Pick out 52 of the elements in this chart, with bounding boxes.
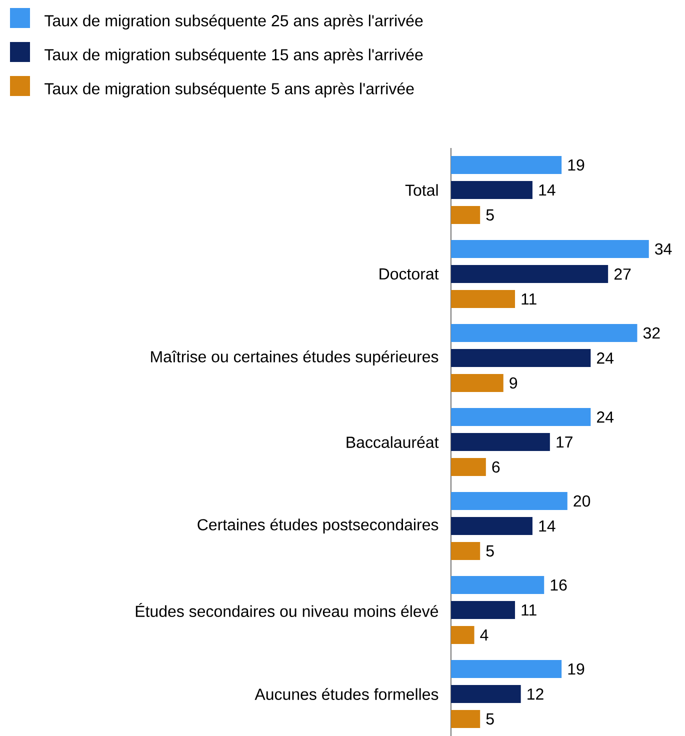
data-label: 4 bbox=[480, 629, 488, 641]
bar bbox=[450, 710, 480, 728]
bar bbox=[450, 433, 550, 452]
bar bbox=[450, 240, 649, 258]
data-label: 20 bbox=[574, 495, 590, 507]
bar bbox=[450, 626, 474, 644]
legend-label: Taux de migration subséquente 5 ans après l'arrivée bbox=[44, 82, 414, 98]
y-tick-label: Maîtrise ou certaines études supérieures bbox=[151, 350, 438, 366]
data-label: 12 bbox=[528, 688, 544, 700]
bar bbox=[450, 374, 504, 392]
bar bbox=[450, 685, 521, 703]
data-label: 19 bbox=[568, 663, 584, 675]
data-label: 5 bbox=[486, 209, 494, 221]
data-label: 9 bbox=[510, 377, 518, 389]
bar bbox=[450, 181, 532, 200]
bar bbox=[450, 517, 532, 536]
bar bbox=[450, 324, 638, 342]
data-label: 5 bbox=[486, 545, 494, 557]
data-label: 14 bbox=[539, 184, 556, 196]
y-tick-label: Baccalauréat bbox=[346, 436, 439, 448]
data-label: 11 bbox=[522, 604, 536, 616]
data-label: 5 bbox=[486, 713, 494, 725]
data-label: 32 bbox=[643, 327, 660, 339]
bar bbox=[450, 660, 562, 678]
bar bbox=[450, 290, 516, 308]
bar bbox=[450, 601, 516, 620]
bar bbox=[450, 156, 562, 174]
y-tick-label: Certaines études postsecondaires bbox=[198, 518, 438, 534]
data-label: 27 bbox=[614, 268, 631, 280]
bar bbox=[450, 492, 568, 510]
data-label: 14 bbox=[539, 520, 556, 532]
bar bbox=[450, 349, 591, 368]
data-label: 34 bbox=[655, 243, 672, 255]
y-tick-label: Doctorat bbox=[380, 268, 439, 280]
data-label: 17 bbox=[556, 436, 572, 448]
data-label: 24 bbox=[597, 352, 614, 364]
bar bbox=[450, 265, 608, 284]
y-tick-label: Total bbox=[405, 184, 438, 196]
bar bbox=[450, 206, 480, 224]
bar bbox=[450, 542, 480, 560]
data-label: 11 bbox=[522, 294, 536, 305]
legend-label: Taux de migration subséquente 15 ans après l'arrivée bbox=[44, 48, 423, 64]
data-label: 19 bbox=[568, 159, 584, 171]
y-tick-label: Études secondaires ou niveau moins élevé bbox=[136, 602, 438, 618]
data-label: 16 bbox=[550, 579, 567, 591]
data-label: 6 bbox=[492, 461, 500, 473]
y-tick-label: Aucunes études formelles bbox=[254, 688, 438, 700]
data-label: 24 bbox=[597, 411, 614, 423]
bar bbox=[450, 576, 544, 594]
bar bbox=[450, 458, 486, 476]
bar bbox=[450, 408, 591, 426]
legend-label: Taux de migration subséquente 25 ans après l'arrivée bbox=[44, 14, 423, 30]
